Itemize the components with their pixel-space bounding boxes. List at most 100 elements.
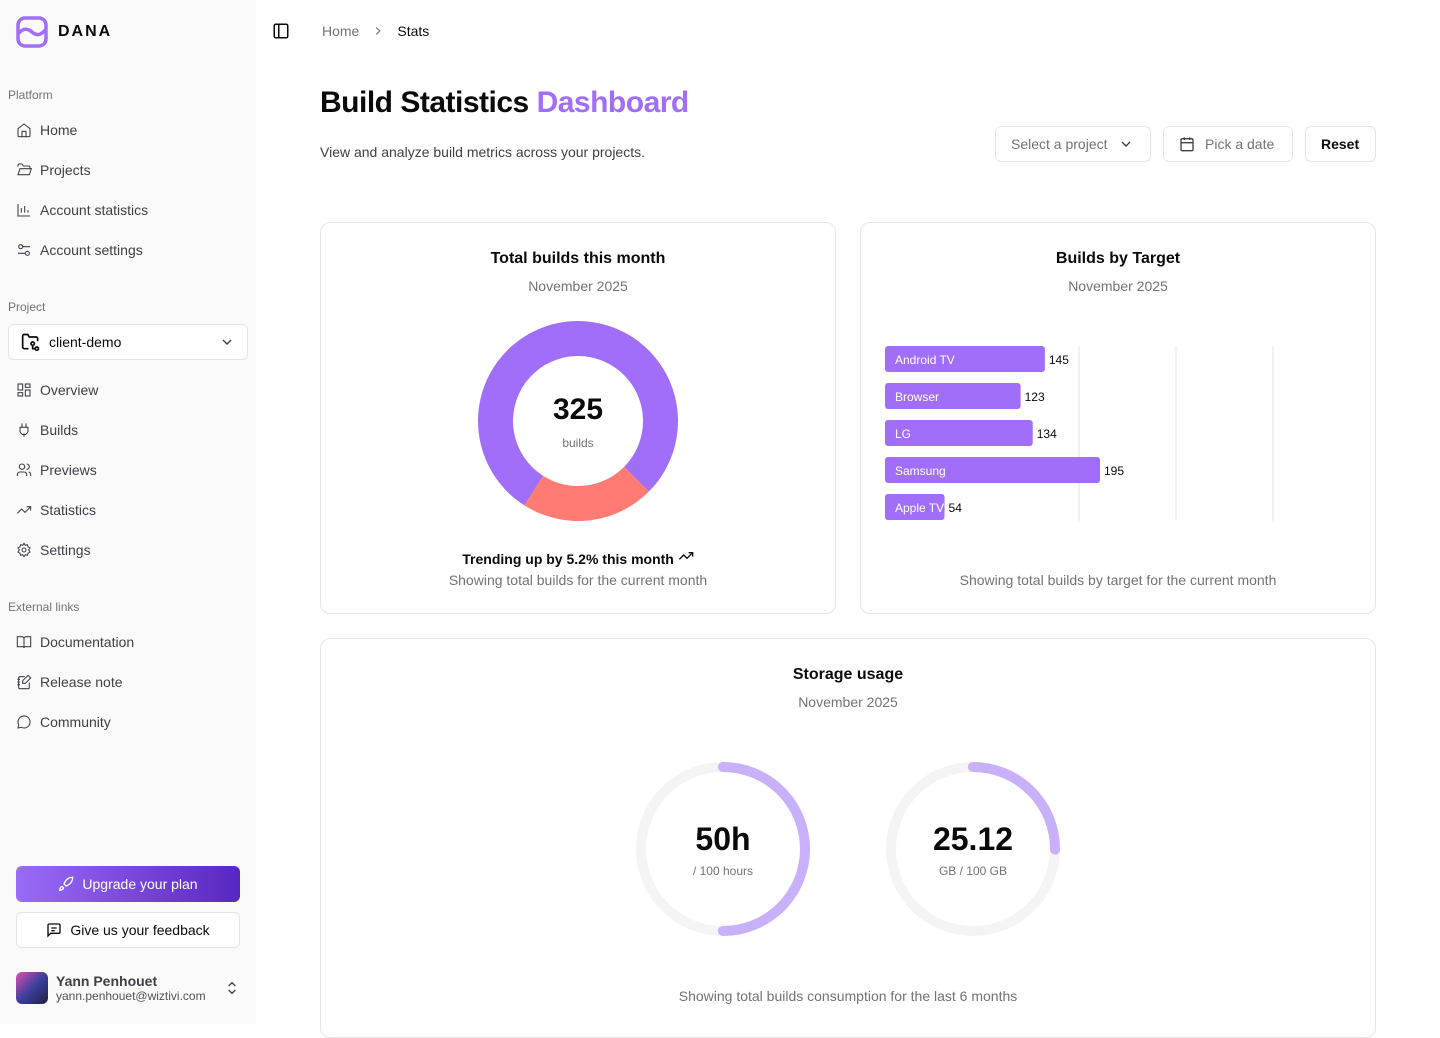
chevron-right-icon	[376, 27, 381, 35]
section-platform: Platform	[8, 88, 53, 102]
gauge-label: GB / 100 GB	[938, 864, 1008, 878]
select-project-label: Select a project	[1011, 136, 1108, 152]
project-select[interactable]: client-demo	[8, 324, 248, 360]
card-footer: Showing total builds consumption for the…	[678, 988, 1018, 1004]
brand-name: DANA	[58, 23, 113, 40]
sidebar-item-account-statistics[interactable]: Account statistics	[16, 200, 148, 220]
book-icon	[16, 636, 32, 649]
page-subtitle: View and analyze build metrics across yo…	[320, 144, 646, 160]
bar	[885, 457, 1100, 483]
sidebar-item-label: Home	[40, 122, 78, 138]
select-project-dropdown[interactable]: Select a project	[995, 126, 1151, 162]
bar	[885, 494, 945, 520]
reset-label: Reset	[1321, 136, 1360, 152]
trending-icon	[16, 506, 32, 514]
folder-git-icon	[21, 333, 40, 352]
reset-button[interactable]: Reset	[1305, 126, 1376, 162]
avatar	[16, 972, 48, 1004]
bar-label: Apple TV	[895, 501, 944, 515]
card-title: Total builds this month	[490, 250, 666, 267]
sliders-icon	[18, 244, 30, 256]
feedback-button[interactable]: Give us your feedback	[16, 912, 240, 948]
chevron-down-icon	[222, 339, 232, 345]
breadcrumb-current: Stats	[397, 23, 430, 39]
feedback-label: Give us your feedback	[70, 922, 210, 938]
bar-chart: Android TV 145 Browser 123 LG 134 Samsung 195 Ap…	[885, 346, 1274, 521]
upgrade-plan-button[interactable]: Upgrade your plan	[16, 866, 240, 902]
trend-text: Trending up by 5.2% this month	[321, 548, 835, 567]
message-icon	[17, 715, 31, 729]
sidebar-item-statistics[interactable]: Statistics	[16, 500, 96, 520]
sidebar-item-label: Release note	[40, 674, 123, 690]
sidebar-item-documentation[interactable]: Documentation	[16, 632, 134, 652]
sidebar-item-label: Account settings	[40, 242, 143, 258]
breadcrumb: Home Stats	[272, 22, 429, 40]
user-name: Yann Penhouet	[56, 973, 158, 989]
bar-label: Android TV	[895, 353, 955, 367]
storage-gauge: 25.12 GB / 100 GB	[885, 761, 1061, 937]
sidebar-item-community[interactable]: Community	[16, 712, 111, 732]
gauge-value: 50h	[695, 821, 751, 857]
user-menu[interactable]: Yann Penhouet yann.penhouet@wiztivi.com	[16, 972, 240, 1004]
sidebar-item-release-note[interactable]: Release note	[16, 672, 123, 692]
sidebar-item-label: Builds	[40, 422, 79, 438]
bar-value: 195	[1104, 464, 1124, 478]
user-email: yann.penhouet@wiztivi.com	[56, 989, 206, 1003]
sidebar-item-label: Account statistics	[40, 202, 149, 218]
storage-gauge: 50h / 100 hours	[635, 761, 811, 937]
section-external: External links	[8, 600, 80, 614]
total-builds-card: Total builds this month November 2025 32…	[320, 222, 836, 614]
breadcrumb-home[interactable]: Home	[322, 23, 360, 39]
notebook-pen-icon	[17, 674, 32, 690]
pick-date-label: Pick a date	[1205, 136, 1275, 152]
donut-center-label: builds	[562, 436, 594, 450]
donut-center-value: 325	[552, 393, 604, 426]
sidebar-item-builds[interactable]: Builds	[16, 420, 78, 440]
home-icon	[17, 123, 31, 138]
chevron-down-icon	[1121, 141, 1130, 147]
sidebar-item-settings[interactable]: Settings	[16, 540, 91, 560]
sidebar: DANA Platform Home Projects Account statis…	[0, 0, 256, 1024]
upgrade-label: Upgrade your plan	[82, 876, 198, 892]
bar-chart-icon	[17, 204, 30, 217]
bar-label: Browser	[895, 390, 939, 404]
card-subtitle: November 2025	[1068, 278, 1168, 294]
gauge-ring	[886, 762, 1060, 936]
sidebar-toggle-icon[interactable]	[272, 22, 290, 40]
sidebar-item-home[interactable]: Home	[16, 120, 77, 140]
sidebar-item-label: Documentation	[40, 634, 135, 650]
card-title: Builds by Target	[1055, 250, 1181, 267]
grid-icon	[17, 383, 31, 397]
sidebar-item-projects[interactable]: Projects	[16, 160, 91, 180]
sidebar-item-label: Projects	[40, 162, 91, 178]
bar	[885, 420, 1033, 446]
rocket-icon	[59, 876, 74, 892]
logo[interactable]: DANA	[16, 16, 112, 48]
sidebar-item-label: Community	[40, 714, 111, 730]
sidebar-item-label: Settings	[40, 542, 91, 558]
card-subtitle: November 2025	[528, 278, 628, 294]
donut-slice	[524, 466, 649, 521]
sidebar-item-previews[interactable]: Previews	[16, 460, 97, 480]
sidebar-item-account-settings[interactable]: Account settings	[16, 240, 143, 260]
plug-icon	[19, 423, 29, 437]
section-project: Project	[8, 300, 46, 314]
message-square-icon	[47, 923, 62, 938]
bar-label: LG	[895, 427, 911, 441]
bar-value: 54	[949, 501, 963, 515]
donut-chart	[478, 321, 678, 521]
bar	[885, 346, 1045, 372]
builds-by-target-card: Builds by Target November 2025 Android T…	[860, 222, 1376, 614]
sidebar-item-label: Overview	[40, 382, 99, 398]
sidebar-item-overview[interactable]: Overview	[16, 380, 98, 400]
gauge-label: / 100 hours	[692, 864, 754, 878]
gauge-ring	[636, 762, 810, 936]
donut-slice	[478, 321, 678, 506]
gear-icon	[17, 542, 31, 558]
storage-card: Storage usage November 2025 50h / 100 ho…	[320, 638, 1376, 1038]
date-picker-button[interactable]: Pick a date	[1163, 126, 1293, 162]
gauge-value: 25.12	[932, 821, 1014, 857]
trending-up-icon	[678, 552, 694, 560]
bar	[885, 383, 1021, 409]
sidebar-item-label: Statistics	[40, 502, 97, 518]
